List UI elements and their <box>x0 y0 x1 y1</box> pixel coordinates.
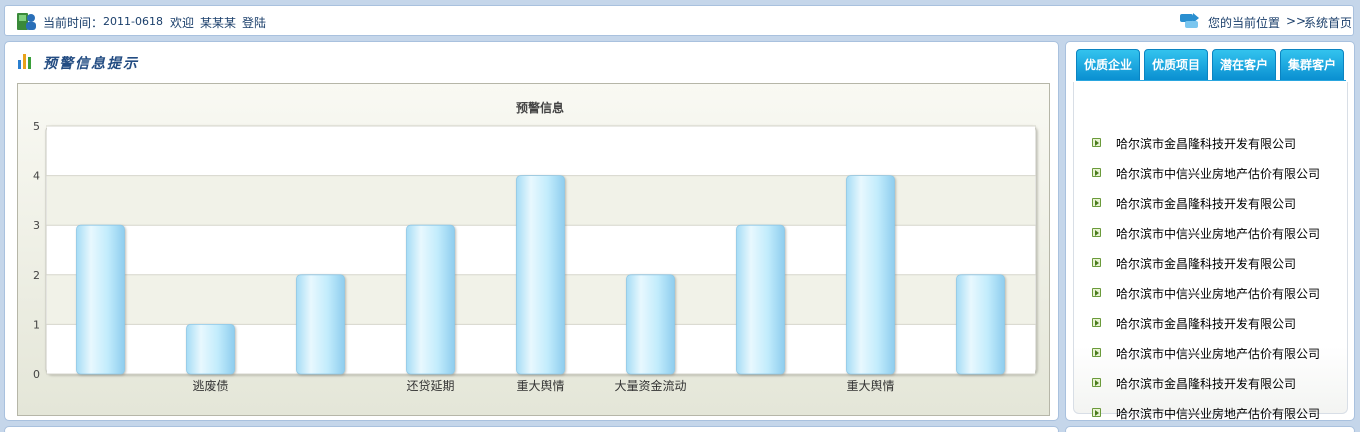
x-tick-label: 重大舆情 <box>516 378 564 393</box>
x-tick-label: 大量资金流动 <box>614 378 686 393</box>
bar[interactable] <box>956 274 1005 375</box>
bar[interactable] <box>626 274 675 375</box>
bullet-arrow-icon <box>1092 408 1101 417</box>
welcome-text: 欢迎 <box>170 16 195 30</box>
bar[interactable] <box>186 323 235 375</box>
y-tick-label: 5 <box>33 120 40 133</box>
bar-chart-icon <box>18 54 31 69</box>
bar[interactable] <box>406 224 455 375</box>
bullet-arrow-icon <box>1092 378 1101 387</box>
bullet-arrow-icon <box>1092 258 1101 267</box>
y-axis-ticks: 0 1 2 3 4 5 <box>33 120 40 381</box>
x-tick-label: 还贷延期 <box>406 379 454 393</box>
tab-quality-project[interactable]: 优质项目 <box>1144 49 1208 81</box>
location-arrows-icon <box>1180 13 1199 28</box>
chart-canvas: 预警信息 0 1 2 3 4 5 逃废债 还贷延期 重大舆情 大量资金流动 重大舆情 <box>33 100 1037 393</box>
x-tick-label: 逃废债 <box>192 378 228 393</box>
bar[interactable] <box>736 224 785 375</box>
y-tick-label: 4 <box>33 170 40 183</box>
tab-cluster-customer[interactable]: 集群客户 <box>1280 49 1344 81</box>
bullet-arrow-icon <box>1092 168 1101 177</box>
tab-potential-customer[interactable]: 潜在客户 <box>1212 49 1276 81</box>
bullet-arrow-icon <box>1092 198 1101 207</box>
customer-panel: 优质企业 优质项目 潜在客户 集群客户 哈尔滨市金昌隆科技开发有限公司 哈尔滨市… <box>1065 41 1355 421</box>
list-item-label: 哈尔滨市中信兴业房地产估价有限公司 <box>1116 167 1321 181</box>
home-link[interactable]: 系统首页 <box>1304 16 1353 30</box>
bar[interactable] <box>76 224 125 375</box>
bullet-arrow-icon <box>1092 318 1101 327</box>
tabs-divider <box>1076 80 1346 81</box>
top-bar: 当前时间： 2011-0618 欢迎 某某某 登陆 您的当前位置 >> 系统首页 <box>4 5 1354 36</box>
time-value: 2011-0618 <box>103 15 163 28</box>
location-separator: >> <box>1286 14 1307 28</box>
time-label: 当前时间： <box>43 16 104 30</box>
panel-title: 预警信息提示 <box>43 56 139 72</box>
warning-panel: 预警信息提示 预警信息 0 1 2 3 4 5 逃废债 还贷延期 重大舆情 大量资金流动 重大舆情 <box>4 41 1059 421</box>
bar[interactable] <box>516 175 565 375</box>
list-item-label: 哈尔滨市金昌隆科技开发有限公司 <box>1116 377 1297 391</box>
chart-title: 预警信息 <box>516 100 564 115</box>
bullet-arrow-icon <box>1092 228 1101 237</box>
location-label: 您的当前位置 <box>1208 16 1281 30</box>
username: 某某某 <box>200 16 237 30</box>
bullet-arrow-icon <box>1092 288 1101 297</box>
bullet-arrow-icon <box>1092 348 1101 357</box>
x-tick-label: 重大舆情 <box>846 378 894 393</box>
x-axis-labels: 逃废债 还贷延期 重大舆情 大量资金流动 重大舆情 <box>192 378 894 393</box>
company-list: 哈尔滨市金昌隆科技开发有限公司 哈尔滨市中信兴业房地产估价有限公司 哈尔滨市金昌… <box>1073 82 1348 421</box>
y-tick-label: 0 <box>33 368 40 381</box>
list-item-label: 哈尔滨市中信兴业房地产估价有限公司 <box>1116 287 1321 301</box>
bottom-panel-left <box>4 426 1059 432</box>
users-icon <box>17 13 36 30</box>
warning-chart: 预警信息 0 1 2 3 4 5 逃废债 还贷延期 重大舆情 大量资金流动 重大舆情 <box>17 83 1050 416</box>
bar[interactable] <box>296 274 345 375</box>
list-item-label: 哈尔滨市中信兴业房地产估价有限公司 <box>1116 347 1321 361</box>
list-item-label: 哈尔滨市金昌隆科技开发有限公司 <box>1116 197 1297 211</box>
bars <box>76 175 1005 375</box>
y-tick-label: 2 <box>33 269 40 282</box>
list-item-label: 哈尔滨市金昌隆科技开发有限公司 <box>1116 137 1297 151</box>
list-item-label: 哈尔滨市中信兴业房地产估价有限公司 <box>1116 407 1321 421</box>
list-item-label: 哈尔滨市金昌隆科技开发有限公司 <box>1116 257 1297 271</box>
y-tick-label: 3 <box>33 219 40 232</box>
tab-quality-enterprise[interactable]: 优质企业 <box>1076 49 1140 81</box>
bullet-arrow-icon <box>1092 138 1101 147</box>
login-link[interactable]: 登陆 <box>242 16 267 30</box>
bar[interactable] <box>846 175 895 375</box>
list-item-label: 哈尔滨市中信兴业房地产估价有限公司 <box>1116 227 1321 241</box>
list-item-label: 哈尔滨市金昌隆科技开发有限公司 <box>1116 317 1297 331</box>
bottom-panel-right <box>1065 426 1355 432</box>
grid-band <box>47 126 1035 176</box>
y-tick-label: 1 <box>33 318 40 331</box>
